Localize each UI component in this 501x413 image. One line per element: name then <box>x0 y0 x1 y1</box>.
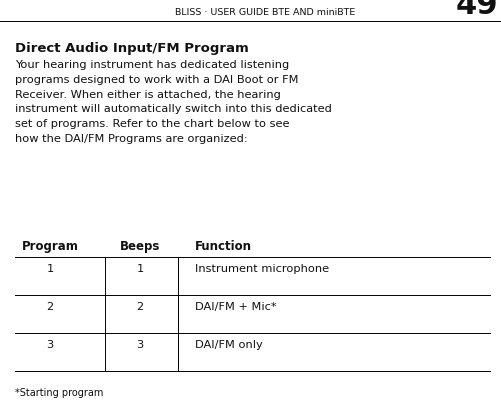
Text: Direct Audio Input/FM Program: Direct Audio Input/FM Program <box>15 42 248 55</box>
Text: 1: 1 <box>46 263 54 273</box>
Text: 2: 2 <box>47 301 54 311</box>
Text: *Starting program: *Starting program <box>15 387 103 397</box>
Text: 1: 1 <box>136 263 143 273</box>
Text: 3: 3 <box>136 339 143 349</box>
Text: Program: Program <box>22 240 78 252</box>
Text: Beeps: Beeps <box>120 240 160 252</box>
Text: 3: 3 <box>46 339 54 349</box>
Text: Your hearing instrument has dedicated listening
programs designed to work with a: Your hearing instrument has dedicated li… <box>15 60 331 144</box>
Text: 49: 49 <box>454 0 497 20</box>
Text: Function: Function <box>194 240 252 252</box>
Text: 2: 2 <box>136 301 143 311</box>
Text: Instrument microphone: Instrument microphone <box>194 263 329 273</box>
Text: DAI/FM + Mic*: DAI/FM + Mic* <box>194 301 276 311</box>
Text: BLISS · USER GUIDE BTE AND miniBTE: BLISS · USER GUIDE BTE AND miniBTE <box>174 8 354 17</box>
Text: DAI/FM only: DAI/FM only <box>194 339 262 349</box>
